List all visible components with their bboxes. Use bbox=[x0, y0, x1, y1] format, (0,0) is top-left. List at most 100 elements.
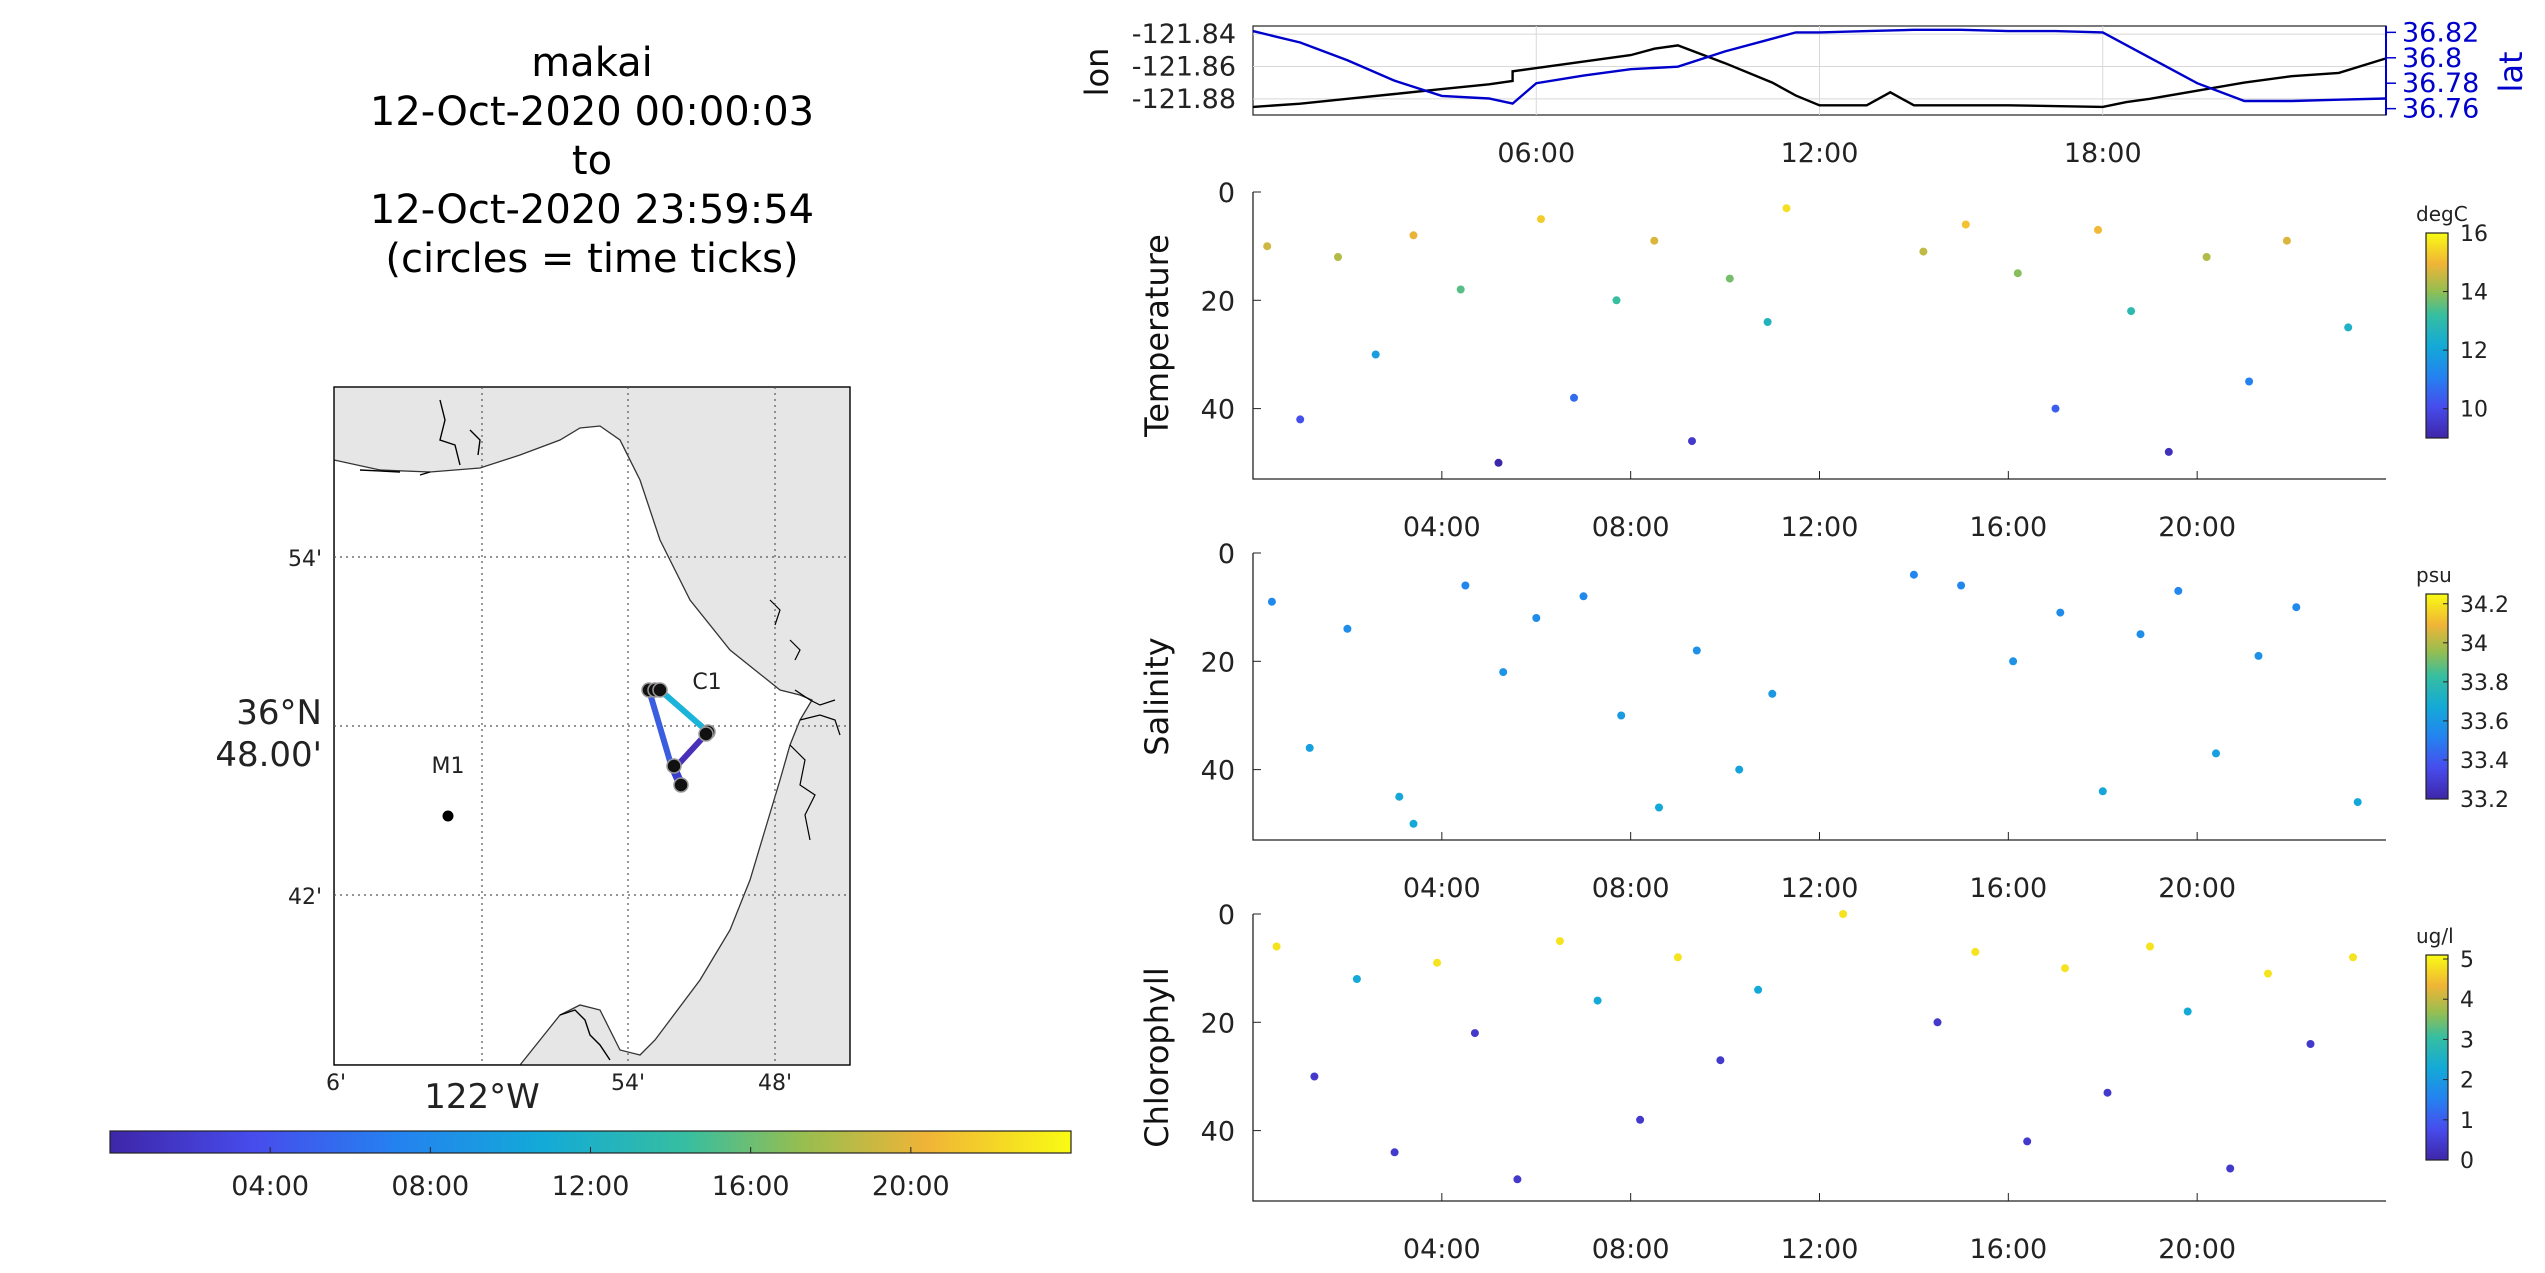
panel-x-tick-label: 20:00 bbox=[2158, 1234, 2236, 1265]
panel-data-point bbox=[1263, 242, 1272, 251]
station-m1-marker bbox=[442, 810, 454, 822]
panel-data-point bbox=[1919, 247, 1928, 256]
panel-data-point bbox=[1655, 803, 1663, 812]
panel-data-point bbox=[1909, 570, 1918, 579]
station-m1-label: M1 bbox=[432, 754, 465, 779]
panel-x-tick-label: 12:00 bbox=[1781, 512, 1859, 543]
panel-data-point bbox=[1593, 996, 1602, 1005]
panel-data-point bbox=[1409, 231, 1418, 240]
panel-data-point bbox=[1782, 204, 1791, 213]
panel-colorbar bbox=[2425, 593, 2449, 800]
panel-y-tick-label: 20 bbox=[1201, 1008, 1235, 1039]
panel-data-point bbox=[2202, 253, 2211, 261]
panel-data-point bbox=[2056, 608, 2065, 617]
panel-data-point bbox=[1933, 1018, 1942, 1027]
panel-data-point bbox=[1272, 942, 1281, 951]
panel-axes-bg bbox=[1253, 553, 2386, 840]
panel-colorbar bbox=[2425, 954, 2449, 1161]
panel-data-point bbox=[2103, 1088, 2112, 1097]
panel-data-point bbox=[2127, 307, 2136, 316]
panel-data-point bbox=[2051, 404, 2060, 413]
map-gridlines bbox=[334, 387, 850, 1065]
lat-tick-label: 36.78 bbox=[2402, 68, 2479, 99]
lon-tick-label: -121.88 bbox=[1132, 84, 1236, 115]
panel-y-tick-label: 20 bbox=[1201, 647, 1235, 678]
panel-y-tick-label: 40 bbox=[1201, 756, 1235, 787]
panel-data-point bbox=[1352, 975, 1361, 983]
panel-ylabel: Chlorophyll bbox=[1138, 967, 1176, 1147]
panel-data-point bbox=[2094, 225, 2102, 234]
panel-data-point bbox=[2226, 1164, 2235, 1173]
track-map: 54' 36°N 48.00' 42' 6' 122°W 54' 48' M1 … bbox=[109, 386, 1072, 1202]
panel-data-point bbox=[2282, 236, 2291, 245]
panel-colorbar-units: ug/l bbox=[2416, 924, 2454, 948]
panel-data-point bbox=[2164, 447, 2173, 456]
lat-axis-label: lat bbox=[2492, 51, 2530, 92]
panel-data-point bbox=[1692, 646, 1701, 655]
lon-series-line bbox=[1252, 44, 2387, 109]
time-colorbar-tick-label: 12:00 bbox=[552, 1171, 630, 1202]
panel-data-point bbox=[2061, 964, 2069, 973]
panel-colorbar-tick-label: 3 bbox=[2460, 1028, 2474, 1053]
panel-data-point bbox=[1267, 597, 1276, 606]
panel-colorbar-tick-label: 12 bbox=[2460, 339, 2488, 364]
panel-data-point bbox=[1305, 743, 1314, 752]
panel-data-point bbox=[2254, 651, 2263, 660]
panel-y-tick-label: 0 bbox=[1218, 539, 1235, 570]
time-tick-circles bbox=[641, 682, 716, 793]
coastline-north bbox=[359, 399, 481, 476]
panel-y-tick-label: 0 bbox=[1218, 900, 1235, 931]
panel-data-point bbox=[1537, 215, 1545, 224]
panel-data-point bbox=[2292, 603, 2301, 612]
panel-y-tick-label: 40 bbox=[1201, 1117, 1235, 1148]
lon-tick-label: -121.84 bbox=[1132, 19, 1236, 50]
position-x-tick-label: 06:00 bbox=[1497, 138, 1575, 169]
lat-tick-label: 36.82 bbox=[2402, 17, 2479, 48]
panel-data-point bbox=[1532, 614, 1541, 622]
panel-colorbar-tick-label: 5 bbox=[2460, 948, 2474, 973]
panel-x-tick-label: 12:00 bbox=[1781, 1234, 1859, 1265]
panel-data-point bbox=[1725, 274, 1734, 283]
panel-data-point bbox=[2306, 1040, 2315, 1048]
panel-data-point bbox=[1839, 910, 1848, 918]
map-lon-label-48: 48' bbox=[758, 1071, 792, 1096]
title-line-2: 12-Oct-2020 00:00:03 bbox=[370, 89, 814, 135]
position-x-tick-label: 18:00 bbox=[2064, 138, 2142, 169]
map-lat-label-48: 48.00' bbox=[215, 735, 322, 775]
time-colorbar: 04:00 08:00 12:00 16:00 20:00 bbox=[109, 1130, 1072, 1202]
panel-data-point bbox=[1617, 711, 1626, 720]
panel-data-point bbox=[2264, 969, 2272, 978]
panel-y-tick-label: 20 bbox=[1201, 286, 1235, 317]
panel-colorbar-tick-label: 34 bbox=[2460, 632, 2488, 657]
panel-data-point bbox=[1296, 415, 1305, 424]
panel-data-point bbox=[1499, 668, 1508, 677]
panel-y-tick-label: 40 bbox=[1201, 395, 1235, 426]
panel-axes-bg bbox=[1253, 192, 2386, 479]
panel-data-point bbox=[1688, 437, 1696, 446]
panel-data-point bbox=[2245, 377, 2254, 386]
panel-data-point bbox=[1673, 953, 1682, 962]
time-colorbar-tick-label: 16:00 bbox=[712, 1171, 790, 1202]
map-lat-label-42: 42' bbox=[288, 885, 322, 910]
panel-colorbar-tick-label: 33.2 bbox=[2460, 788, 2509, 813]
panel-data-point bbox=[2023, 1137, 2032, 1146]
panel-colorbar-tick-label: 2 bbox=[2460, 1069, 2474, 1094]
panel-data-point bbox=[1409, 819, 1418, 828]
panel-data-point bbox=[1371, 350, 1380, 359]
panel-x-tick-label: 04:00 bbox=[1403, 1234, 1481, 1265]
panel-axes-bg bbox=[1253, 914, 2386, 1201]
panel-ylabel: Temperature bbox=[1138, 234, 1176, 438]
panel-x-tick-label: 04:00 bbox=[1403, 873, 1481, 904]
lon-tick-label: -121.86 bbox=[1132, 51, 1236, 82]
panel-data-point bbox=[1334, 253, 1342, 261]
map-lon-label-122w: 122°W bbox=[424, 1077, 540, 1117]
position-ticks: -121.84-121.86-121.88 36.8236.836.7836.76… bbox=[1132, 17, 2480, 169]
panel-x-tick-label: 12:00 bbox=[1781, 873, 1859, 904]
panel-colorbar-tick-label: 33.8 bbox=[2460, 671, 2509, 696]
time-colorbar-tick-label: 20:00 bbox=[872, 1171, 950, 1202]
title-line-5: (circles = time ticks) bbox=[385, 236, 798, 282]
panel-colorbar bbox=[2425, 232, 2449, 439]
lat-tick-label: 36.8 bbox=[2402, 43, 2462, 74]
